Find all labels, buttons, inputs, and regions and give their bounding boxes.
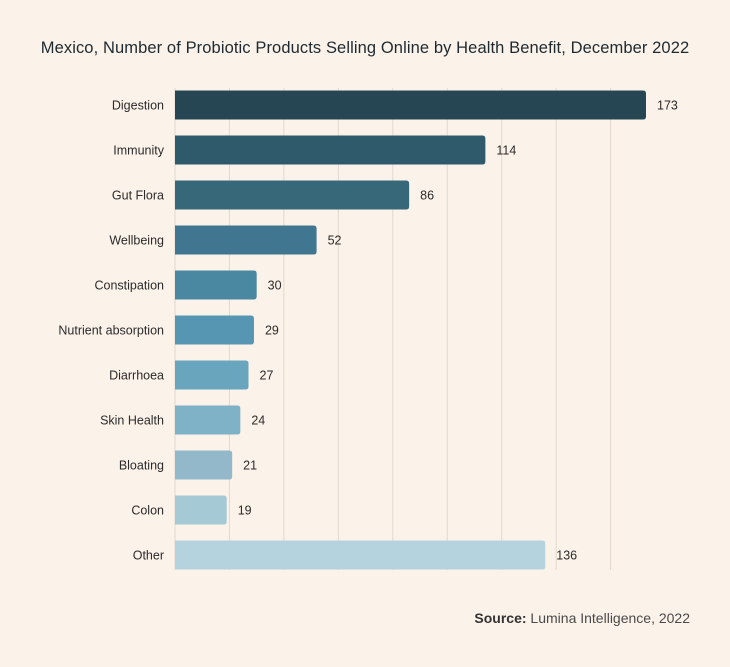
value-label: 173 (657, 99, 678, 113)
bar-immunity (175, 135, 486, 165)
category-label: Nutrient absorption (58, 324, 164, 338)
category-label: Diarrhoea (109, 369, 164, 383)
value-label: 21 (243, 459, 257, 473)
value-label: 24 (251, 414, 265, 428)
bars (175, 90, 646, 570)
bar-skin-health (175, 405, 241, 435)
bar-bloating (175, 450, 233, 480)
bar-colon (175, 495, 227, 525)
category-label: Immunity (113, 144, 164, 158)
value-label: 27 (260, 369, 274, 383)
category-label: Constipation (95, 279, 165, 293)
labels: Digestion 173 Immunity 114 Gut Flora 86 Wellbe… (58, 99, 678, 563)
value-label: 19 (238, 504, 252, 518)
chart-title: Mexico, Number of Probiotic Products Sel… (40, 39, 690, 57)
category-label: Wellbeing (109, 234, 164, 248)
bar-wellbeing (175, 225, 317, 255)
category-label: Bloating (119, 459, 164, 473)
bar-digestion (175, 90, 646, 120)
value-label: 136 (556, 549, 577, 563)
category-label: Other (133, 549, 164, 563)
source-text: Lumina Intelligence, 2022 (526, 610, 690, 626)
category-label: Gut Flora (112, 189, 164, 203)
value-label: 52 (328, 234, 342, 248)
category-label: Skin Health (100, 414, 164, 428)
bar-diarrhoea (175, 360, 249, 390)
value-label: 30 (268, 279, 282, 293)
source-prefix: Source: (474, 610, 527, 626)
value-label: 29 (265, 324, 279, 338)
bar-other (175, 540, 546, 570)
source-note: Source: Lumina Intelligence, 2022 (474, 610, 690, 626)
bar-nutrient-absorption (175, 315, 254, 345)
bar-gut-flora (175, 180, 410, 210)
category-label: Digestion (112, 99, 164, 113)
bar-constipation (175, 270, 257, 300)
value-label: 86 (420, 189, 434, 203)
category-label: Colon (131, 504, 164, 518)
value-label: 114 (496, 144, 516, 158)
